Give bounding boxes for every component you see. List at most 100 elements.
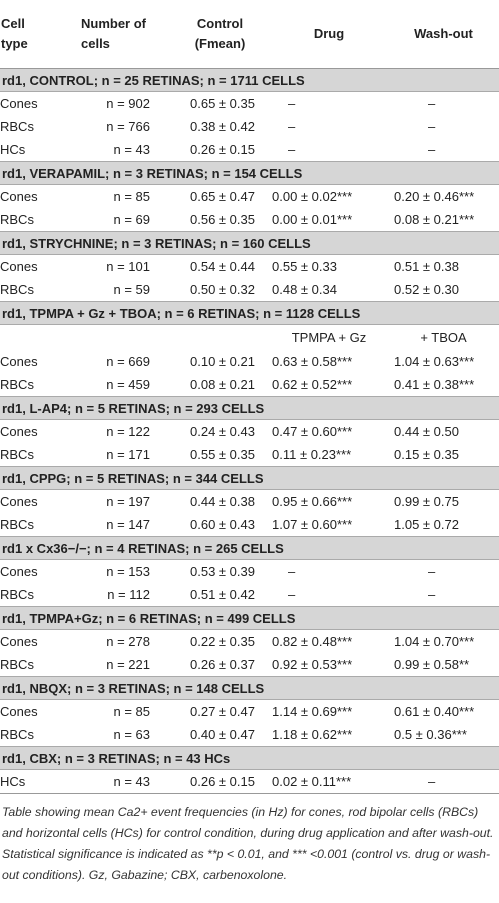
header-text: type — [1, 36, 28, 51]
cell: n = 122 — [106, 424, 150, 439]
cell: 0.82 ± 0.48*** — [272, 634, 353, 649]
cell: 0.22 ± 0.35 — [190, 634, 255, 649]
cell: 0.52 ± 0.30 — [394, 282, 459, 297]
cell: 0.92 ± 0.53*** — [272, 657, 353, 672]
cell: n = 43 — [113, 142, 150, 157]
header-row: Cell type Number of cells Control (Fmean) Drug… — [0, 0, 499, 69]
cell: 0.26 ± 0.15 — [190, 142, 255, 157]
section-title: rd1 x Cx36−/−; n = 4 RETINAS; n = 265 CE… — [0, 536, 499, 560]
cell: – — [388, 769, 499, 794]
cell: 0.02 ± 0.11*** — [270, 769, 388, 794]
cell: RBCs — [0, 377, 34, 392]
cell: 1.04 ± 0.70*** — [394, 634, 475, 649]
data-row: HCs n = 43 0.26 ± 0.15 – – — [0, 138, 499, 162]
cell: 0.60 ± 0.43 — [190, 517, 255, 532]
cell: – — [288, 564, 296, 579]
cell: n = 69 — [113, 212, 150, 227]
cell: 0.47 ± 0.60*** — [272, 424, 353, 439]
cell: Cones — [0, 354, 38, 369]
section-row: rd1, TPMPA + Gz + TBOA; n = 6 RETINAS; n… — [0, 301, 499, 325]
header-text: cells — [81, 36, 110, 51]
cell: 0.95 ± 0.66*** — [272, 494, 353, 509]
data-row: Cones n = 278 0.22 ± 0.35 0.82 ± 0.48*** 1.0… — [0, 630, 499, 654]
cell: 0.54 ± 0.44 — [190, 259, 255, 274]
section-title: rd1, CPPG; n = 5 RETINAS; n = 344 CELLS — [0, 466, 499, 490]
section-title: rd1, TPMPA+Gz; n = 6 RETINAS; n = 499 CE… — [0, 606, 499, 630]
cell: 1.04 ± 0.63*** — [394, 354, 475, 369]
section-row: rd1, CBX; n = 3 RETINAS; n = 43 HCs — [0, 746, 499, 770]
data-row: Cones n = 122 0.24 ± 0.43 0.47 ± 0.60*** 0.4… — [0, 420, 499, 444]
section-row: rd1, L-AP4; n = 5 RETINAS; n = 293 CELLS — [0, 396, 499, 420]
cell: RBCs — [0, 119, 34, 134]
section-row: rd1 x Cx36−/−; n = 4 RETINAS; n = 265 CE… — [0, 536, 499, 560]
data-row: RBCs n = 63 0.40 ± 0.47 1.18 ± 0.62*** 0.5 ±… — [0, 723, 499, 747]
cell: HCs — [0, 142, 26, 157]
section-title: rd1, STRYCHNINE; n = 3 RETINAS; n = 160 … — [0, 231, 499, 255]
cell: 0.61 ± 0.40*** — [394, 704, 475, 719]
data-row: Cones n = 902 0.65 ± 0.35 – – — [0, 92, 499, 116]
cell: – — [288, 96, 296, 111]
cell: Cones — [0, 259, 38, 274]
cell: 1.07 ± 0.60*** — [272, 517, 353, 532]
cell: RBCs — [0, 587, 34, 602]
data-row: Cones n = 85 0.27 ± 0.47 1.14 ± 0.69*** 0.61… — [0, 700, 499, 724]
cell: n = 902 — [106, 96, 150, 111]
header-cell: Cell type — [0, 0, 80, 69]
cell: 0.20 ± 0.46*** — [394, 189, 475, 204]
cell: RBCs — [0, 212, 34, 227]
cell: n = 112 — [107, 587, 150, 602]
cell: n = 101 — [106, 259, 150, 274]
header-cell: Wash-out — [388, 0, 499, 69]
cell: 0.50 ± 0.32 — [190, 282, 255, 297]
data-row: RBCs n = 147 0.60 ± 0.43 1.07 ± 0.60*** 1.05… — [0, 513, 499, 537]
cell: Cones — [0, 704, 38, 719]
cell: 0.38 ± 0.42 — [190, 119, 255, 134]
cell: – — [288, 119, 296, 134]
header-cell: Drug — [270, 0, 388, 69]
cell: 0.63 ± 0.58*** — [272, 354, 353, 369]
cell: – — [288, 142, 296, 157]
cell: 0.99 ± 0.75 — [394, 494, 459, 509]
data-row: RBCs n = 59 0.50 ± 0.32 0.48 ± 0.34 0.52 ± 0… — [0, 278, 499, 302]
data-row: RBCs n = 459 0.08 ± 0.21 0.62 ± 0.52*** 0.41… — [0, 373, 499, 397]
cell: 1.14 ± 0.69*** — [272, 704, 353, 719]
cell: RBCs — [0, 282, 34, 297]
section-row: rd1, VERAPAMIL; n = 3 RETINAS; n = 154 C… — [0, 161, 499, 185]
header-text: Number of — [81, 16, 146, 31]
data-row: Cones n = 85 0.65 ± 0.47 0.00 ± 0.02*** 0.20… — [0, 185, 499, 209]
cell: 0.00 ± 0.01*** — [272, 212, 353, 227]
section-row: rd1, TPMPA+Gz; n = 6 RETINAS; n = 499 CE… — [0, 606, 499, 630]
cell: 0.56 ± 0.35 — [190, 212, 255, 227]
cell: 0.55 ± 0.33 — [272, 259, 337, 274]
cell: n = 63 — [113, 727, 150, 742]
section-title: rd1, TPMPA + Gz + TBOA; n = 6 RETINAS; n… — [0, 301, 499, 325]
cell: 0.53 ± 0.39 — [190, 564, 255, 579]
section-row: rd1, CONTROL; n = 25 RETINAS; n = 1711 C… — [0, 68, 499, 92]
cell: 0.51 ± 0.38 — [394, 259, 459, 274]
cell: 0.62 ± 0.52*** — [272, 377, 353, 392]
cell: n = 669 — [106, 354, 150, 369]
cell: RBCs — [0, 517, 34, 532]
cell: 0.26 ± 0.37 — [190, 657, 255, 672]
data-row: RBCs n = 221 0.26 ± 0.37 0.92 ± 0.53*** 0.99… — [0, 653, 499, 677]
cell: 0.55 ± 0.35 — [190, 447, 255, 462]
data-row: RBCs n = 766 0.38 ± 0.42 – – — [0, 115, 499, 138]
table-header: Cell type Number of cells Control (Fmean) Drug… — [0, 0, 499, 69]
cell: 0.44 ± 0.38 — [190, 494, 255, 509]
cell: n = 171 — [106, 447, 150, 462]
data-row: RBCs n = 112 0.51 ± 0.42 – – — [0, 583, 499, 607]
section-title: rd1, CONTROL; n = 25 RETINAS; n = 1711 C… — [0, 68, 499, 92]
data-row: RBCs n = 69 0.56 ± 0.35 0.00 ± 0.01*** 0.08 … — [0, 208, 499, 232]
cell: – — [428, 587, 436, 602]
cell: HCs — [0, 769, 80, 794]
header-text: Control — [196, 16, 244, 31]
cell: 0.15 ± 0.35 — [394, 447, 459, 462]
cell: 0.27 ± 0.47 — [190, 704, 255, 719]
cell: 0.40 ± 0.47 — [190, 727, 255, 742]
cell: n = 221 — [106, 657, 150, 672]
cell: Cones — [0, 424, 38, 439]
cell: RBCs — [0, 727, 34, 742]
subheader-cell: TPMPA + Gz — [291, 330, 367, 345]
section-title: rd1, L-AP4; n = 5 RETINAS; n = 293 CELLS — [0, 396, 499, 420]
cell: 0.99 ± 0.58** — [394, 657, 470, 672]
